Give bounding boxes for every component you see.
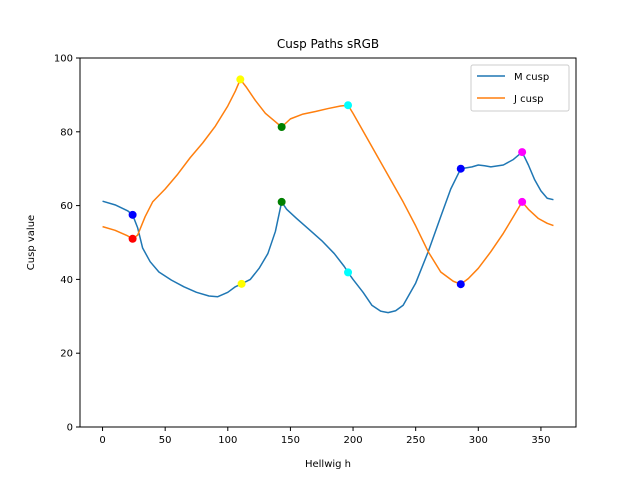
series-line-j-cusp — [102, 78, 554, 285]
cusp-marker — [236, 75, 245, 84]
y-tick-label: 80 — [60, 127, 73, 138]
cusp-marker — [456, 164, 465, 173]
y-axis-title: Cusp value — [26, 215, 37, 270]
cusp-marker — [344, 268, 353, 277]
cusp-marker — [518, 148, 527, 157]
cusp-marker — [344, 101, 353, 110]
y-tick-label: 0 — [67, 423, 73, 434]
cusp-marker — [237, 279, 246, 288]
y-tick-label: 60 — [60, 201, 73, 212]
x-tick-label: 50 — [159, 435, 172, 446]
legend: M cusp J cusp — [470, 64, 570, 112]
y-tick-label: 100 — [54, 54, 73, 65]
cusp-marker — [518, 197, 527, 206]
plot-area — [102, 75, 554, 314]
y-tick-label: 20 — [60, 349, 73, 360]
x-tick-label: 150 — [281, 435, 300, 446]
cusp-marker — [128, 210, 137, 219]
chart-title: Cusp Paths sRGB — [277, 37, 379, 51]
x-tick-label: 250 — [406, 435, 425, 446]
x-tick-label: 200 — [344, 435, 363, 446]
x-tick-label: 300 — [469, 435, 488, 446]
cusp-marker — [128, 234, 137, 243]
x-tick-label: 100 — [218, 435, 237, 446]
x-tick-label: 350 — [531, 435, 550, 446]
plot-frame — [79, 57, 577, 428]
legend-label-m-cusp: M cusp — [514, 72, 549, 83]
cusp-marker — [277, 197, 286, 206]
x-tick-label: 0 — [99, 435, 105, 446]
cusp-marker — [456, 280, 465, 289]
y-tick-label: 40 — [60, 275, 73, 286]
series-line-m-cusp — [102, 151, 554, 314]
x-axis-title: Hellwig h — [305, 459, 351, 470]
cusp-marker — [277, 123, 286, 131]
legend-label-j-cusp: J cusp — [513, 94, 544, 105]
axis-ticks: 0 50 100 150 200 250 300 350 0 20 40 60 80 100 — [54, 54, 551, 447]
